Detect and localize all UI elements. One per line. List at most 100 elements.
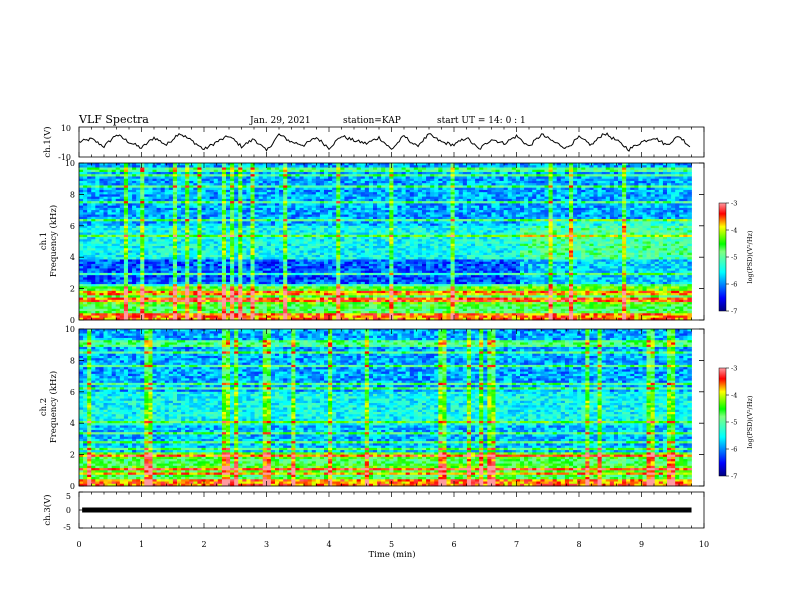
spectrogram-cell — [144, 178, 149, 182]
spectrogram-cell — [368, 165, 374, 168]
spectrogram-cell — [258, 230, 264, 233]
spectrogram-cell — [83, 185, 88, 189]
spectrogram-cell — [303, 275, 309, 278]
spectrogram-cell — [87, 275, 92, 278]
spectrogram-cell — [148, 306, 153, 310]
spectrogram-cell — [189, 178, 194, 182]
spectrogram-cell — [185, 266, 190, 269]
spectrogram-cell — [140, 171, 145, 175]
spectrogram-cell — [250, 268, 255, 272]
spectrogram-cell — [152, 196, 157, 200]
spectrogram-cell — [193, 284, 198, 287]
spectrogram-cell — [230, 201, 235, 204]
spectrogram-cell — [230, 281, 235, 285]
spectrogram-cell — [91, 263, 96, 267]
spectrogram-cell — [238, 239, 243, 242]
spectrogram-cell — [275, 219, 280, 222]
spectrogram-cell — [324, 290, 329, 294]
spectrogram-cell — [238, 167, 243, 171]
spectrogram-cell — [279, 266, 284, 269]
spectrogram-cell — [234, 304, 239, 307]
spectrogram-cell — [160, 284, 166, 287]
spectrogram-cell — [148, 183, 153, 186]
spectrogram-cell — [266, 293, 272, 296]
spectrogram-cell — [242, 261, 247, 265]
spectrogram-cell — [140, 205, 145, 209]
spectrogram-cell — [144, 263, 149, 267]
spectrogram-cell — [238, 295, 243, 298]
spectrogram-cell — [91, 207, 96, 211]
spectrogram-cell — [103, 180, 108, 184]
spectrogram-cell — [238, 248, 243, 251]
spectrogram-cell — [144, 163, 149, 166]
spectrogram-cell — [250, 252, 255, 256]
spectrogram-cell — [234, 194, 239, 198]
spectrogram-cell — [189, 268, 194, 272]
spectrogram-cell — [185, 257, 190, 260]
spectrogram-cell — [193, 277, 198, 281]
spectrogram-cell — [140, 279, 145, 283]
spectrogram-cell — [364, 228, 370, 231]
spectrogram-cell — [140, 187, 145, 191]
spectrogram-cell — [230, 263, 235, 267]
spectrogram-cell — [107, 187, 113, 191]
spectrogram-cell — [185, 219, 190, 222]
spectrogram-cell — [99, 239, 104, 242]
spectrogram-cell — [87, 198, 92, 202]
spectrogram-cell — [201, 243, 206, 247]
spectrogram-cell — [164, 187, 170, 191]
spectrogram-cell — [221, 192, 227, 195]
spectrogram-cell — [103, 214, 108, 218]
spectrogram-cell — [185, 228, 190, 231]
spectrogram-cell — [209, 234, 215, 238]
spectrogram-cell — [238, 259, 243, 263]
spectrogram-cell — [189, 311, 194, 314]
spectrogram-cell — [275, 268, 280, 272]
spectrogram-cell — [287, 165, 292, 168]
spectrogram-cell — [332, 221, 337, 224]
spectrogram-cell — [164, 165, 170, 168]
spectrogram-cell — [172, 270, 178, 274]
spectrogram-cell — [132, 234, 137, 238]
spectrogram-cell — [160, 219, 166, 222]
spectrogram-cell — [352, 275, 358, 278]
spectrogram-cell — [242, 297, 247, 301]
spectrogram-cell — [307, 268, 313, 272]
spectrogram-cell — [177, 212, 182, 215]
spectrogram-cell — [172, 205, 178, 209]
spectrogram-cell — [115, 288, 121, 292]
spectrogram-cell — [270, 176, 276, 180]
spectrogram-cell — [144, 311, 149, 314]
spectrogram-cell — [258, 297, 264, 301]
spectrogram-cell — [270, 187, 276, 191]
spectrogram-cell — [246, 304, 251, 307]
spectrogram-cell — [111, 183, 117, 186]
spectrogram-cell — [168, 257, 174, 260]
spectrogram-cell — [132, 275, 137, 278]
spectrogram-cell — [185, 198, 190, 202]
spectrogram-cell — [262, 306, 268, 310]
spectrogram-cell — [181, 176, 186, 180]
spectrogram-cell — [189, 241, 194, 245]
spectrogram-cell — [164, 290, 170, 294]
spectrogram-cell — [144, 272, 149, 276]
spectrogram-cell — [87, 317, 92, 321]
spectrogram-cell — [144, 176, 149, 180]
spectrogram-cell — [258, 304, 264, 307]
spectrogram-cell — [144, 293, 149, 296]
spectrogram-cell — [344, 221, 349, 224]
spectrogram-cell — [328, 180, 333, 184]
spectrogram-cell — [123, 241, 129, 245]
spectrogram-cell — [250, 263, 255, 267]
spectrogram-cell — [132, 317, 137, 321]
spectrogram-cell — [230, 237, 235, 240]
spectrogram-cell — [132, 225, 137, 229]
spectrogram-cell — [275, 266, 280, 269]
spectrogram-cell — [107, 243, 113, 247]
spectrogram-cell — [99, 317, 104, 321]
spectrogram-cell — [279, 311, 284, 314]
spectrogram-cell — [115, 250, 121, 254]
spectrogram-cell — [266, 167, 272, 171]
spectrogram-cell — [262, 275, 268, 278]
spectrogram-cell — [177, 167, 182, 171]
